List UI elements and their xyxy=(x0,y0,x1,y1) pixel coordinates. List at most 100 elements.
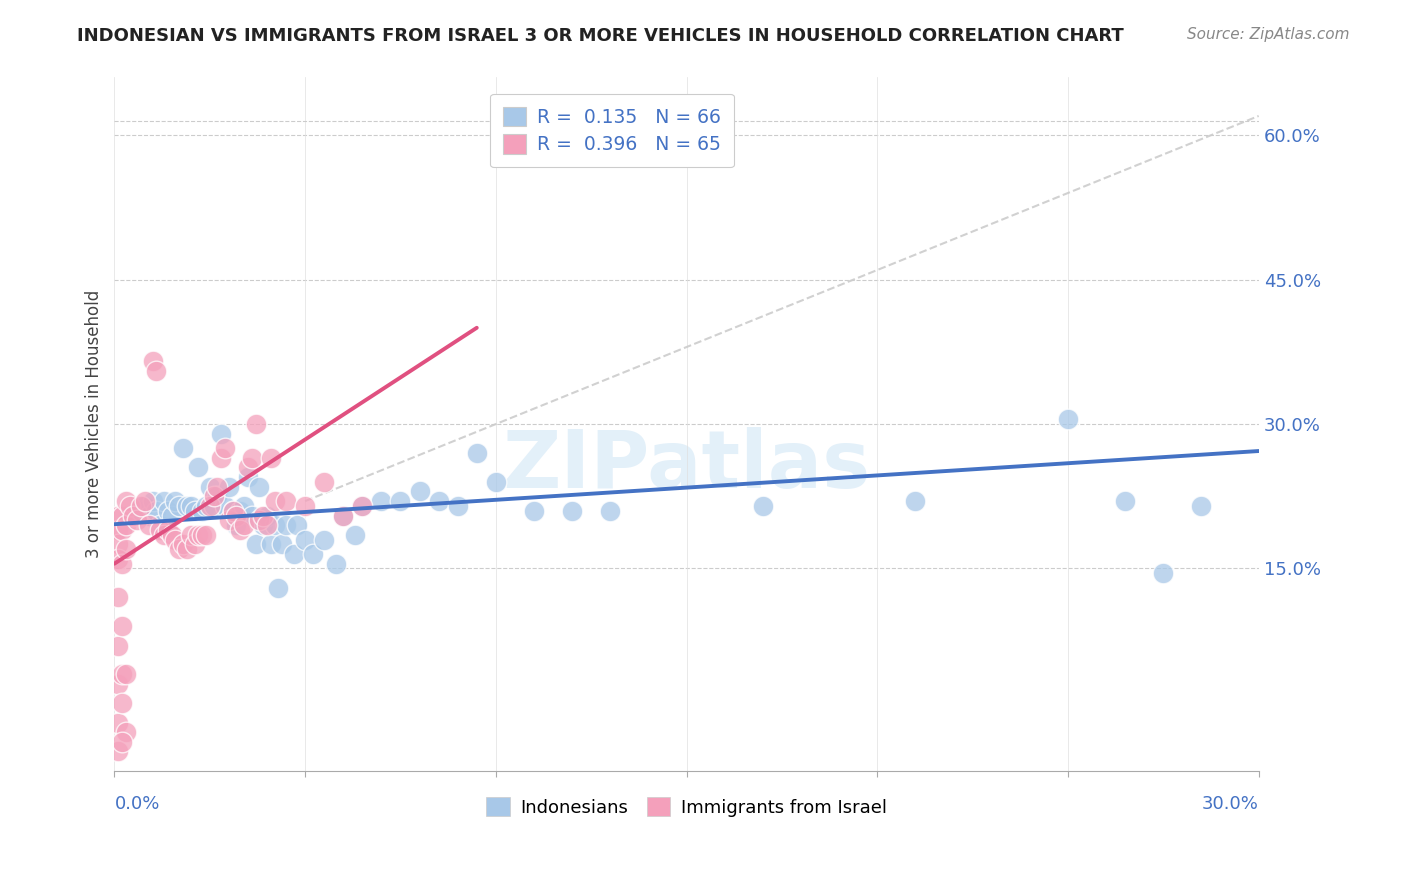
Point xyxy=(118,499,141,513)
Point xyxy=(107,508,129,523)
Point xyxy=(287,518,309,533)
Point xyxy=(332,508,354,523)
Point xyxy=(111,619,134,633)
Point xyxy=(165,494,187,508)
Point xyxy=(194,528,217,542)
Point xyxy=(294,499,316,513)
Text: 0.0%: 0.0% xyxy=(114,795,160,813)
Point xyxy=(107,552,129,566)
Point xyxy=(343,528,366,542)
Point xyxy=(153,494,176,508)
Point xyxy=(172,537,194,551)
Text: 30.0%: 30.0% xyxy=(1202,795,1258,813)
Point xyxy=(107,523,129,537)
Point xyxy=(370,494,392,508)
Point xyxy=(111,667,134,681)
Point xyxy=(256,518,278,533)
Point xyxy=(267,581,290,595)
Point xyxy=(191,528,214,542)
Point xyxy=(1152,566,1174,581)
Point xyxy=(247,513,270,527)
Point xyxy=(233,518,256,533)
Point xyxy=(134,494,156,508)
Point xyxy=(115,667,138,681)
Point xyxy=(107,744,129,758)
Point xyxy=(301,547,323,561)
Point xyxy=(167,499,190,513)
Point xyxy=(599,504,621,518)
Point xyxy=(167,542,190,557)
Point xyxy=(236,460,259,475)
Point xyxy=(236,470,259,484)
Point xyxy=(115,518,138,533)
Point xyxy=(180,499,202,513)
Y-axis label: 3 or more Vehicles in Household: 3 or more Vehicles in Household xyxy=(86,290,103,558)
Point xyxy=(149,518,172,533)
Point xyxy=(752,499,775,513)
Point xyxy=(214,499,236,513)
Point xyxy=(129,499,152,513)
Point xyxy=(1057,412,1080,426)
Point xyxy=(325,557,347,571)
Point xyxy=(111,557,134,571)
Point xyxy=(1114,494,1136,508)
Point xyxy=(225,518,247,533)
Point xyxy=(221,504,243,518)
Point xyxy=(172,441,194,455)
Point xyxy=(260,537,283,551)
Point xyxy=(145,364,167,378)
Point xyxy=(160,508,183,523)
Point xyxy=(260,450,283,465)
Point xyxy=(115,542,138,557)
Point xyxy=(233,499,256,513)
Point xyxy=(122,508,145,523)
Point xyxy=(107,537,129,551)
Point xyxy=(160,528,183,542)
Point xyxy=(176,542,198,557)
Point xyxy=(111,523,134,537)
Point xyxy=(352,499,374,513)
Point xyxy=(202,499,225,513)
Point xyxy=(129,504,152,518)
Point xyxy=(408,484,430,499)
Point xyxy=(252,508,274,523)
Point xyxy=(274,518,297,533)
Point xyxy=(245,537,267,551)
Point xyxy=(427,494,450,508)
Point xyxy=(465,446,488,460)
Point xyxy=(283,547,305,561)
Point xyxy=(209,450,232,465)
Point xyxy=(156,523,179,537)
Point xyxy=(176,499,198,513)
Point xyxy=(314,533,336,547)
Point xyxy=(221,504,243,518)
Point xyxy=(263,494,285,508)
Point xyxy=(252,518,274,533)
Point xyxy=(240,450,263,465)
Point xyxy=(218,480,240,494)
Point xyxy=(127,513,149,527)
Point xyxy=(187,528,209,542)
Point xyxy=(134,499,156,513)
Text: INDONESIAN VS IMMIGRANTS FROM ISRAEL 3 OR MORE VEHICLES IN HOUSEHOLD CORRELATION: INDONESIAN VS IMMIGRANTS FROM ISRAEL 3 O… xyxy=(77,27,1123,45)
Point xyxy=(149,523,172,537)
Point xyxy=(523,504,546,518)
Point xyxy=(107,639,129,653)
Point xyxy=(263,518,285,533)
Point xyxy=(332,508,354,523)
Point xyxy=(1191,499,1213,513)
Point xyxy=(115,494,138,508)
Point xyxy=(111,735,134,749)
Point xyxy=(352,499,374,513)
Point xyxy=(183,504,205,518)
Point xyxy=(561,504,583,518)
Point xyxy=(240,508,263,523)
Point xyxy=(115,725,138,739)
Text: Source: ZipAtlas.com: Source: ZipAtlas.com xyxy=(1187,27,1350,42)
Point xyxy=(111,508,134,523)
Point xyxy=(389,494,412,508)
Point xyxy=(127,508,149,523)
Point xyxy=(245,417,267,431)
Point xyxy=(271,537,294,551)
Point xyxy=(225,508,247,523)
